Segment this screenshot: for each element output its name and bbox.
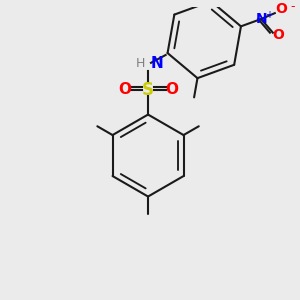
Text: O: O: [118, 82, 131, 97]
Text: H: H: [136, 57, 145, 70]
Text: O: O: [276, 2, 288, 16]
Text: S: S: [142, 81, 154, 99]
Text: +: +: [265, 10, 273, 20]
Text: N: N: [151, 56, 164, 71]
Text: O: O: [272, 28, 284, 42]
Text: O: O: [165, 82, 178, 97]
Text: -: -: [290, 0, 295, 13]
Text: N: N: [255, 12, 267, 26]
